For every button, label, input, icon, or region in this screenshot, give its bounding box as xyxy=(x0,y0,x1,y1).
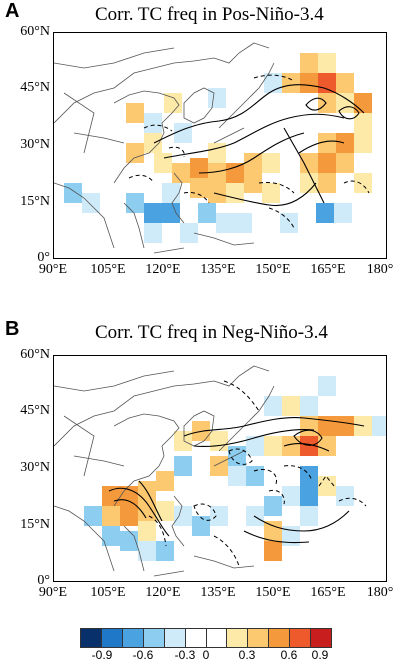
panel-a-ytick-0: 0° xyxy=(37,250,50,265)
panel-b-ytick-30: 30°N xyxy=(20,460,50,475)
colorbar-cell xyxy=(269,629,291,647)
colorbar-cell xyxy=(206,629,228,647)
colorbar-cell xyxy=(122,629,144,647)
colorbar-cell xyxy=(227,629,249,647)
panel-b-ytick-45: 45°N xyxy=(20,403,50,418)
panel-a-xtick-105: 105°E xyxy=(90,262,126,277)
panel-a-xtick-165: 165°E xyxy=(310,262,346,277)
panel-b-map-svg xyxy=(54,365,386,577)
panel-b-ytick-60: 60°N xyxy=(20,347,50,362)
panel-a-title: Corr. TC freq in Pos-Niño-3.4 xyxy=(95,4,324,25)
panel-b-xtick-180: 180° xyxy=(366,585,394,600)
panel-a-map xyxy=(53,32,387,259)
panel-b-ytick-0: 0° xyxy=(37,573,50,588)
panel-b-xtick-105: 105°E xyxy=(90,585,126,600)
panel-b-xtick-90: 90°E xyxy=(38,585,68,600)
panel-b-xtick-135: 135°E xyxy=(200,585,236,600)
colorbar-cell xyxy=(143,629,165,647)
colorbar-label: 0 xyxy=(202,648,210,662)
panel-b-letter: B xyxy=(5,318,20,340)
panel-b-xtick-120: 120°E xyxy=(145,585,181,600)
colorbar-label: -0.6 xyxy=(132,648,154,662)
panel-a-dashed-contours xyxy=(128,74,370,229)
panel-a-xtick-90: 90°E xyxy=(38,262,68,277)
colorbar-label: -0.9 xyxy=(91,648,113,662)
panel-b-coastlines xyxy=(54,365,275,577)
colorbar-cell xyxy=(101,629,123,647)
panel-b-shading xyxy=(84,376,386,561)
panel-b-xtick-165: 165°E xyxy=(310,585,346,600)
panel-a-xtick-135: 135°E xyxy=(200,262,236,277)
panel-a-shading xyxy=(64,53,372,243)
panel-a-ytick-30: 30°N xyxy=(20,137,50,152)
panel-a-xtick-120: 120°E xyxy=(145,262,181,277)
panel-b-contours xyxy=(108,417,365,544)
colorbar xyxy=(80,628,332,648)
colorbar-cell xyxy=(311,629,332,647)
panel-a-map-svg xyxy=(54,42,372,254)
panel-a-ytick-15: 15°N xyxy=(20,194,50,209)
colorbar-label: 0.3 xyxy=(238,648,256,662)
colorbar-label: -0.3 xyxy=(174,648,196,662)
panel-b-map xyxy=(53,355,387,582)
colorbar-cell xyxy=(248,629,270,647)
panel-a-xtick-180: 180° xyxy=(366,262,394,277)
colorbar-label: 0.9 xyxy=(311,648,329,662)
panel-a-ytick-60: 60°N xyxy=(20,24,50,39)
colorbar-label: 0.6 xyxy=(280,648,298,662)
colorbar-cell xyxy=(185,629,207,647)
panel-a-letter: A xyxy=(5,0,20,22)
panel-a-xtick-150: 150°E xyxy=(255,262,291,277)
panel-b-ytick-15: 15°N xyxy=(20,517,50,532)
panel-b-title: Corr. TC freq in Neg-Niño-3.4 xyxy=(95,322,328,343)
panel-b-xtick-150: 150°E xyxy=(255,585,291,600)
panel-a-contours xyxy=(153,84,365,207)
panel-a-coastlines xyxy=(54,42,275,254)
colorbar-cell xyxy=(164,629,186,647)
panel-b-dashed-contours xyxy=(148,380,367,567)
panel-a-ytick-45: 45°N xyxy=(20,80,50,95)
colorbar-cell xyxy=(290,629,312,647)
colorbar-cell xyxy=(81,629,102,647)
